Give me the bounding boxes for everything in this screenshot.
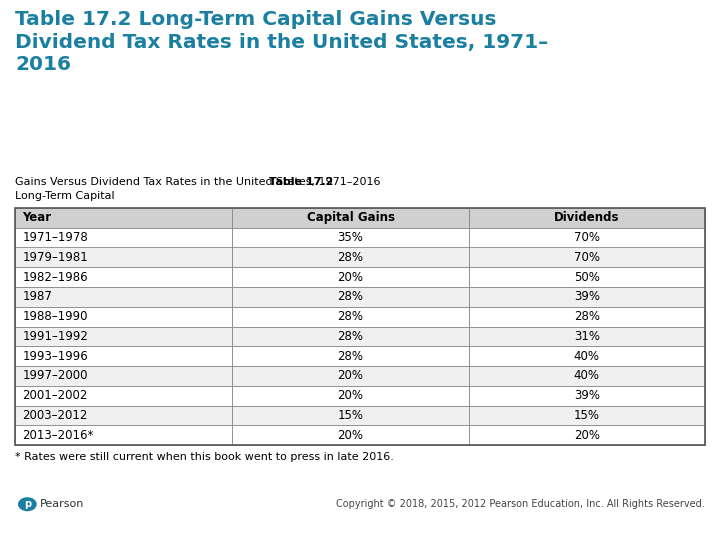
Text: Capital Gains: Capital Gains [307,211,395,225]
Text: 20%: 20% [574,429,600,442]
Text: 15%: 15% [338,409,364,422]
Text: 2001–2002: 2001–2002 [22,389,88,402]
Text: 20%: 20% [338,429,364,442]
Text: 70%: 70% [574,251,600,264]
Text: 40%: 40% [574,349,600,363]
Text: Long-Term Capital: Long-Term Capital [15,191,114,201]
Text: 28%: 28% [338,291,364,303]
Text: 31%: 31% [574,330,600,343]
Text: * Rates were still current when this book went to press in late 2016.: * Rates were still current when this boo… [15,452,394,462]
Text: Gains Versus Dividend Tax Rates in the United States, 1971–2016: Gains Versus Dividend Tax Rates in the U… [15,177,380,187]
Text: 28%: 28% [338,310,364,323]
Text: Dividends: Dividends [554,211,620,225]
Text: 28%: 28% [338,349,364,363]
Text: 1987: 1987 [22,291,52,303]
Text: 28%: 28% [338,330,364,343]
Text: 70%: 70% [574,231,600,244]
Text: Table 17.2: Table 17.2 [269,177,333,187]
Text: 40%: 40% [574,369,600,382]
Text: Table 17.2 Long-Term Capital Gains Versus
Dividend Tax Rates in the United State: Table 17.2 Long-Term Capital Gains Versu… [15,10,548,75]
Text: Year: Year [22,211,51,225]
Text: 1971–1978: 1971–1978 [22,231,88,244]
Text: 20%: 20% [338,369,364,382]
Text: 35%: 35% [338,231,364,244]
Text: 2013–2016*: 2013–2016* [22,429,94,442]
Text: 20%: 20% [338,389,364,402]
Text: Pearson: Pearson [40,499,84,509]
Text: 39%: 39% [574,291,600,303]
Text: Copyright © 2018, 2015, 2012 Pearson Education, Inc. All Rights Reserved.: Copyright © 2018, 2015, 2012 Pearson Edu… [336,499,705,509]
Text: 1993–1996: 1993–1996 [22,349,88,363]
Text: 28%: 28% [574,310,600,323]
Text: 39%: 39% [574,389,600,402]
Text: 50%: 50% [574,271,600,284]
Text: 1982–1986: 1982–1986 [22,271,88,284]
Text: 20%: 20% [338,271,364,284]
Text: 28%: 28% [338,251,364,264]
Text: 1991–1992: 1991–1992 [22,330,88,343]
Text: 1988–1990: 1988–1990 [22,310,88,323]
Text: 15%: 15% [574,409,600,422]
Text: 1997–2000: 1997–2000 [22,369,88,382]
Text: p: p [24,499,31,509]
Text: 2003–2012: 2003–2012 [22,409,88,422]
Text: 1979–1981: 1979–1981 [22,251,88,264]
